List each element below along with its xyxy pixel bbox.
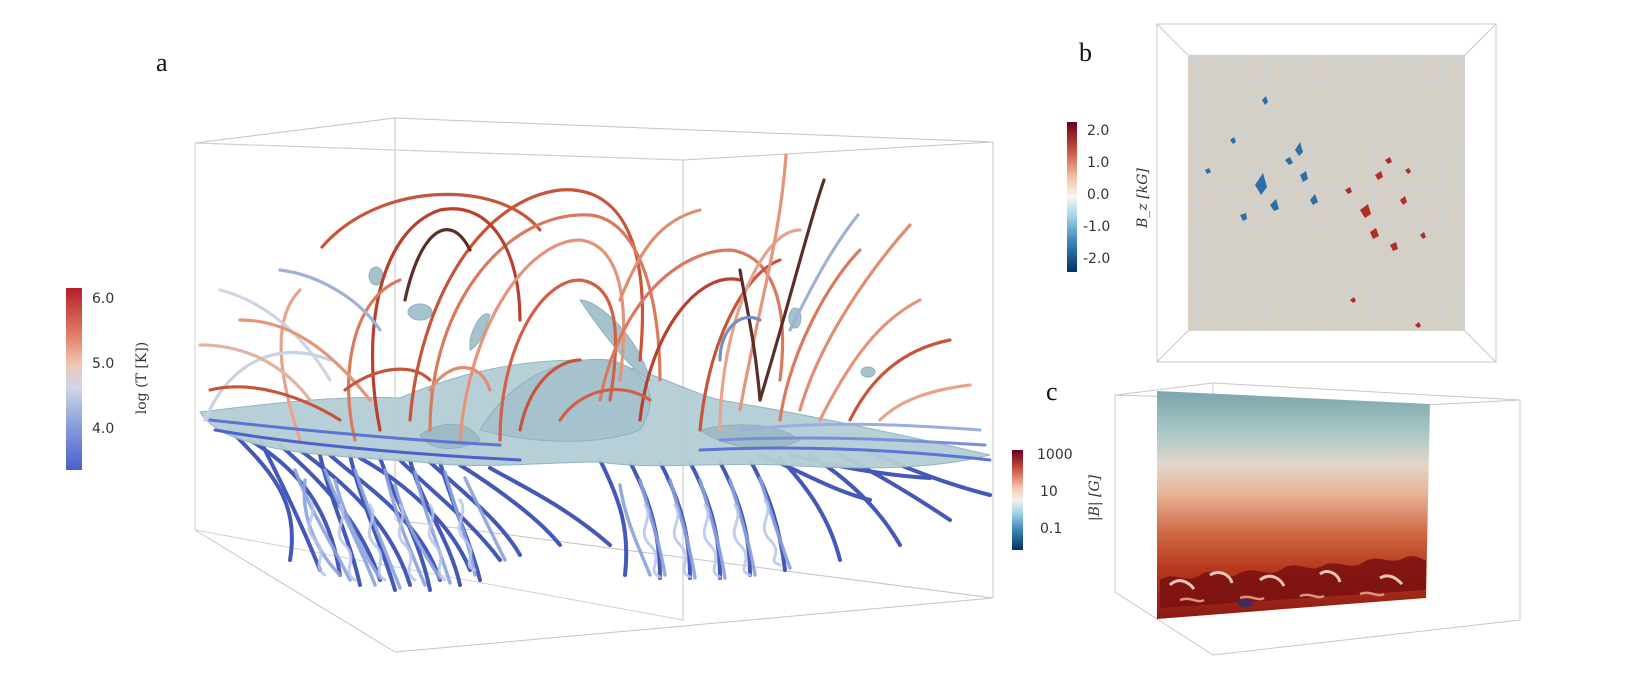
- colorbar-bz-tick: -2.0: [1083, 251, 1111, 267]
- colorbar-b-tick: 0.1: [1040, 521, 1063, 537]
- b-magnitude-slice: [1157, 391, 1430, 619]
- colorbar-temperature: [66, 288, 82, 470]
- colorbar-bz-tick: 2.0: [1087, 123, 1110, 139]
- bz-positive-patches: [1345, 157, 1426, 328]
- panel-label-c: c: [1046, 377, 1058, 406]
- colorbar-temperature-tick: 4.0: [92, 421, 115, 437]
- colorbar-bz-tick: 1.0: [1087, 155, 1110, 171]
- colorbar-temperature-tick: 5.0: [92, 356, 115, 372]
- bz-negative-patches: [1205, 96, 1318, 221]
- colorbar-b-title: |B| [G]: [1087, 474, 1103, 522]
- colorbar-bz: [1067, 122, 1077, 272]
- low-lying-field-lines: [208, 418, 992, 462]
- colorbar-bz-tick: 0.0: [1087, 187, 1110, 203]
- colorbar-temperature-tick: 6.0: [92, 291, 115, 307]
- panel-label-a: a: [156, 48, 168, 77]
- panel-b-bounding-box: [1156, 23, 1497, 363]
- lower-field-lines-left: [228, 428, 612, 592]
- colorbar-b-tick: 10: [1040, 484, 1058, 500]
- b-slice-turbulence: [1160, 556, 1426, 608]
- coronal-loops: [198, 153, 972, 442]
- colorbar-b: [1012, 450, 1023, 550]
- panel-label-b: b: [1079, 38, 1092, 67]
- colorbar-bz-tick: -1.0: [1083, 219, 1111, 235]
- colorbar-b-tick: 1000: [1037, 447, 1073, 463]
- bz-magnetogram: [1188, 55, 1465, 331]
